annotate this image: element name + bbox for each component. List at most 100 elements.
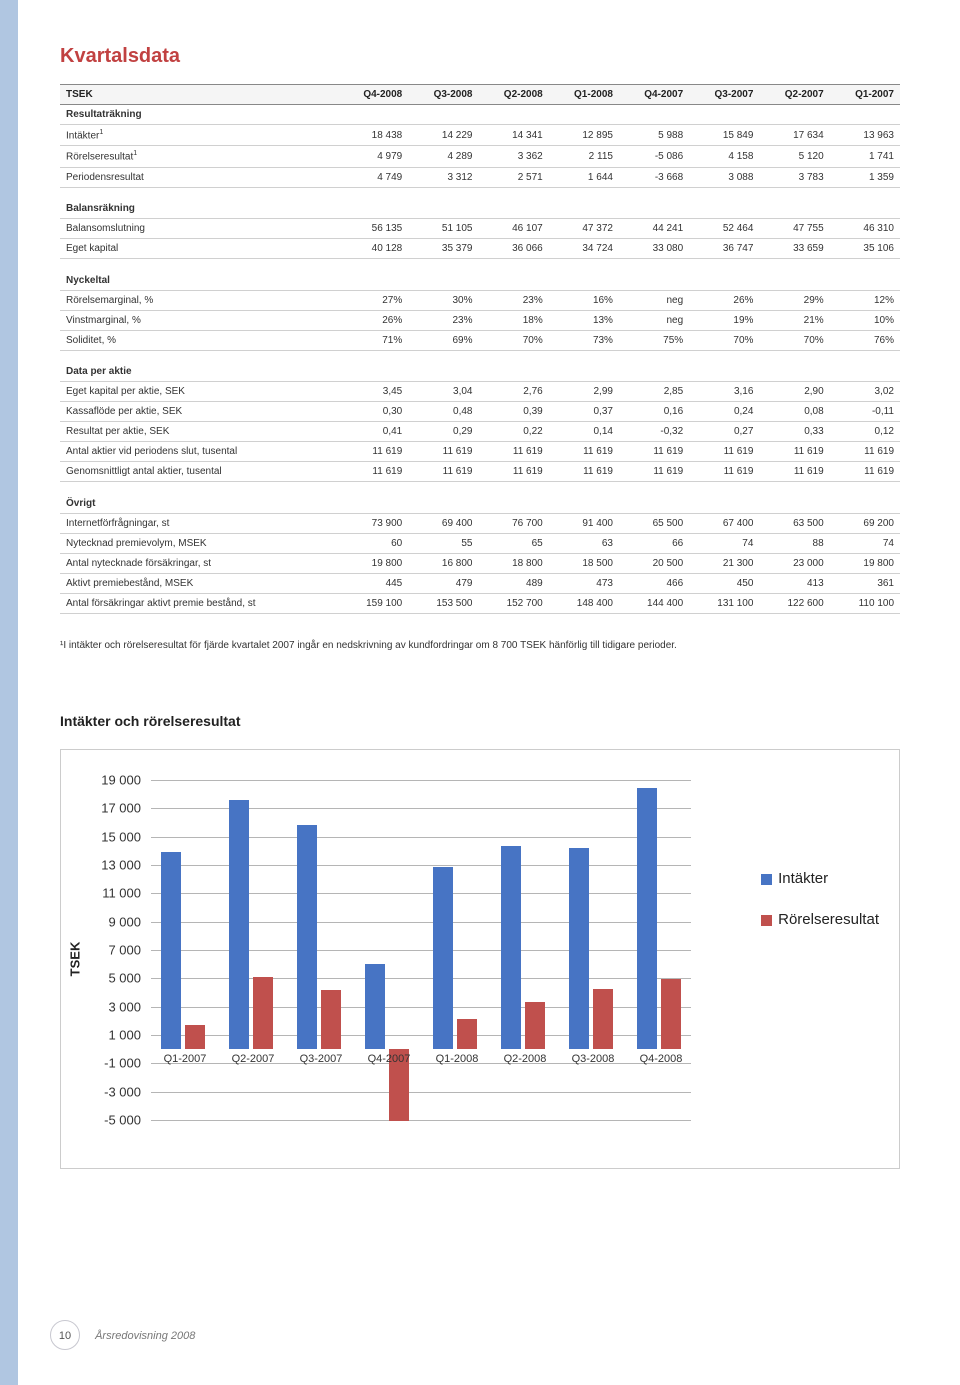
chart-bar: [297, 825, 317, 1050]
cell-value: 14 341: [478, 125, 548, 146]
cell-value: 3 088: [689, 167, 759, 187]
cell-value: 1 741: [830, 146, 900, 167]
chart-ytick: 13 000: [81, 858, 141, 873]
table-header-period: Q2-2008: [478, 85, 548, 105]
cell-value: 67 400: [689, 513, 759, 533]
cell-value: 13%: [549, 310, 619, 330]
cell-value: 4 979: [338, 146, 408, 167]
row-label: Genomsnittligt antal aktier, tusental: [60, 462, 338, 482]
cell-value: 71%: [338, 330, 408, 350]
cell-value: 3 312: [408, 167, 478, 187]
chart-ytick: -3 000: [81, 1084, 141, 1099]
cell-value: 11 619: [759, 442, 829, 462]
row-label: Nytecknad premievolym, MSEK: [60, 533, 338, 553]
cell-value: 0,12: [830, 422, 900, 442]
cell-value: 11 619: [408, 462, 478, 482]
cell-value: 11 619: [619, 462, 689, 482]
cell-value: 35 106: [830, 239, 900, 259]
cell-value: 36 747: [689, 239, 759, 259]
table-row: Nytecknad premievolym, MSEK6055656366748…: [60, 533, 900, 553]
cell-value: neg: [619, 310, 689, 330]
cell-value: 75%: [619, 330, 689, 350]
cell-value: 0,41: [338, 422, 408, 442]
row-label: Vinstmarginal, %: [60, 310, 338, 330]
row-label: Resultat per aktie, SEK: [60, 422, 338, 442]
cell-value: 88: [759, 533, 829, 553]
section-heading: Data per aktie: [60, 362, 900, 382]
chart-ytick: 7 000: [81, 943, 141, 958]
cell-value: 26%: [338, 310, 408, 330]
cell-value: 1 644: [549, 167, 619, 187]
chart-ytick: -5 000: [81, 1113, 141, 1128]
row-label: Rörelsemarginal, %: [60, 290, 338, 310]
cell-value: 52 464: [689, 219, 759, 239]
cell-value: 19 800: [338, 553, 408, 573]
cell-value: 11 619: [689, 462, 759, 482]
cell-value: 2,85: [619, 382, 689, 402]
row-label: Eget kapital per aktie, SEK: [60, 382, 338, 402]
cell-value: 69 200: [830, 513, 900, 533]
cell-value: 51 105: [408, 219, 478, 239]
table-body: ResultaträkningIntäkter118 43814 22914 3…: [60, 105, 900, 626]
chart-xtick: Q2-2007: [219, 1053, 287, 1065]
chart-gridline: [151, 1120, 691, 1121]
cell-value: 2 115: [549, 146, 619, 167]
cell-value: 29%: [759, 290, 829, 310]
cell-value: 159 100: [338, 593, 408, 613]
cell-value: 74: [689, 533, 759, 553]
cell-value: 65: [478, 533, 548, 553]
chart-xtick: Q2-2008: [491, 1053, 559, 1065]
cell-value: 3 783: [759, 167, 829, 187]
legend-label: Rörelseresultat: [778, 911, 879, 928]
chart-bar: [661, 979, 681, 1050]
table-header-label: TSEK: [60, 85, 338, 105]
cell-value: 11 619: [478, 462, 548, 482]
table-row: Soliditet, %71%69%70%73%75%70%70%76%: [60, 330, 900, 350]
cell-value: 2,99: [549, 382, 619, 402]
cell-value: 473: [549, 573, 619, 593]
cell-value: 20 500: [619, 553, 689, 573]
table-row: Genomsnittligt antal aktier, tusental 11 …: [60, 462, 900, 482]
chart-xtick: Q1-2008: [423, 1053, 491, 1065]
cell-value: 131 100: [689, 593, 759, 613]
cell-value: 47 755: [759, 219, 829, 239]
cell-value: 76%: [830, 330, 900, 350]
cell-value: 0,29: [408, 422, 478, 442]
table-row: Periodensresultat4 7493 3122 5711 644-3 …: [60, 167, 900, 187]
cell-value: 3,45: [338, 382, 408, 402]
cell-value: 14 229: [408, 125, 478, 146]
chart-bar: [525, 1002, 545, 1050]
quarterly-data-table: TSEKQ4-2008Q3-2008Q2-2008Q1-2008Q4-2007Q…: [60, 84, 900, 625]
cell-value: 26%: [689, 290, 759, 310]
chart-gridline: [151, 1092, 691, 1093]
cell-value: 0,24: [689, 402, 759, 422]
cell-value: 2,76: [478, 382, 548, 402]
cell-value: 144 400: [619, 593, 689, 613]
cell-value: 11 619: [689, 442, 759, 462]
cell-value: 63 500: [759, 513, 829, 533]
chart-ytick: 15 000: [81, 829, 141, 844]
table-header-period: Q3-2007: [689, 85, 759, 105]
table-row: Antal nytecknade försäkringar, st19 8001…: [60, 553, 900, 573]
cell-value: 70%: [478, 330, 548, 350]
chart-gridline: [151, 780, 691, 781]
section-heading: Nyckeltal: [60, 271, 900, 291]
cell-value: 11 619: [549, 442, 619, 462]
cell-value: 11 619: [759, 462, 829, 482]
cell-value: 4 289: [408, 146, 478, 167]
chart-ytick: 9 000: [81, 914, 141, 929]
cell-value: 91 400: [549, 513, 619, 533]
row-label: Rörelseresultat1: [60, 146, 338, 167]
table-row: Aktivt premiebestånd, MSEK44547948947346…: [60, 573, 900, 593]
row-label: Antal försäkringar aktivt premie bestånd…: [60, 593, 338, 613]
chart-xtick: Q1-2007: [151, 1053, 219, 1065]
cell-value: 0,22: [478, 422, 548, 442]
left-side-stripe: [0, 0, 18, 1385]
cell-value: neg: [619, 290, 689, 310]
cell-value: 33 080: [619, 239, 689, 259]
cell-value: 69%: [408, 330, 478, 350]
cell-value: 16 800: [408, 553, 478, 573]
cell-value: 466: [619, 573, 689, 593]
cell-value: 40 128: [338, 239, 408, 259]
cell-value: 11 619: [830, 442, 900, 462]
